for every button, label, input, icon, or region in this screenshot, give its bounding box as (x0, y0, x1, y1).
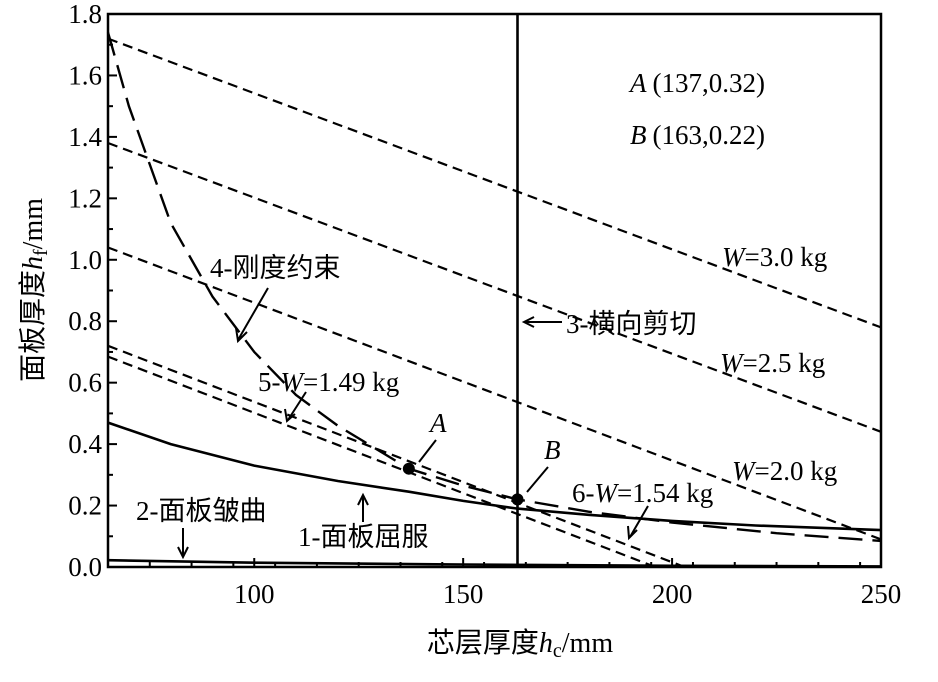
y-axis-title: 面板厚度hf/mm (17, 198, 52, 382)
y-tick-label: 0.0 (68, 552, 102, 582)
plot-frame (106, 12, 883, 569)
y-axis-title-sub: f (30, 249, 52, 256)
arrow-curve-3 (521, 316, 562, 328)
label-w20-val: =2.0 kg (755, 456, 838, 486)
point-legend-b: B (163,0.22) (630, 120, 765, 150)
y-tick-label: 0.6 (68, 368, 102, 398)
label-curve-3: 3-横向剪切 (566, 309, 697, 339)
label-curve-6: 6-W=1.54 kg (572, 478, 713, 508)
y-tick-label: 0.2 (68, 491, 102, 521)
series-line-1 (107, 421, 882, 532)
annotation-arrows (177, 287, 649, 560)
label-curve-5: 5-W=1.49 kg (258, 367, 399, 397)
point-markers (402, 462, 524, 506)
label-curve-6-var: W (595, 478, 620, 508)
point-marker-b (511, 493, 524, 506)
x-axis-title-sub: c (553, 640, 562, 662)
y-tick-label: 1.4 (68, 122, 102, 152)
x-tick-label: 150 (443, 579, 484, 609)
label-curve-5-val: =1.49 kg (303, 367, 399, 397)
label-w30-val: =3.0 kg (745, 242, 828, 272)
y-tick-label: 1.8 (68, 0, 102, 29)
label-w30: W=3.0 kg (722, 242, 827, 272)
label-w20-var: W (732, 456, 757, 486)
label-curve-6-pre: 6- (572, 478, 595, 508)
x-axis-title-main: 芯层厚度 (427, 627, 539, 659)
arrow-curve-1 (357, 492, 369, 522)
label-curve-5-var: W (281, 367, 306, 397)
series-line-4 (106, 32, 882, 543)
label-w30-var: W (722, 242, 747, 272)
point-marker-a (402, 462, 415, 475)
label-w20: W=2.0 kg (732, 456, 837, 486)
series-line-7 (107, 246, 882, 541)
y-tick-label: 1.6 (68, 60, 102, 90)
x-tick-label: 200 (652, 579, 693, 609)
ticks: 100 150 200 250 0.0 0.2 0.4 0.6 0.8 1.0 1.2 1.4 1.6 1… (68, 0, 901, 609)
label-curve-5-pre: 5- (258, 367, 281, 397)
series-line-9 (107, 37, 882, 329)
label-curve-2: 2-面板皱曲 (136, 496, 267, 526)
point-legend-b-coords: (163,0.22) (653, 120, 765, 150)
x-tick-label: 250 (861, 579, 902, 609)
y-tick-label: 1.2 (68, 183, 102, 213)
arrow-curve-4 (235, 287, 269, 344)
plot-lines (106, 14, 882, 569)
y-axis-title-unit: /mm (18, 198, 49, 250)
point-legend-a: A (137,0.32) (628, 68, 765, 98)
series-line-2 (107, 558, 882, 568)
series-line-5 (107, 355, 656, 569)
x-axis-title-unit: /mm (562, 628, 614, 659)
x-tick-label: 100 (234, 579, 275, 609)
point-legend-a-coords: (137,0.32) (653, 68, 765, 98)
label-w25: W=2.5 kg (720, 348, 825, 378)
y-tick-label: 0.4 (68, 429, 102, 459)
x-axis-title-var: h (539, 628, 553, 659)
label-curve-1: 1-面板屈服 (298, 522, 429, 552)
arrow-curve-5 (284, 391, 307, 423)
label-curve-6-val: =1.54 kg (617, 478, 713, 508)
point-legend-a-letter: A (628, 68, 647, 98)
label-point-a: A (428, 408, 447, 438)
label-w25-var: W (720, 348, 745, 378)
arrow-curve-2 (177, 528, 189, 560)
series-line-6 (107, 344, 685, 569)
arrow-curve-6 (627, 505, 649, 541)
leader-point-b (526, 466, 549, 493)
point-legend-b-letter: B (630, 120, 647, 150)
label-w25-val: =2.5 kg (743, 348, 826, 378)
series-line-8 (107, 141, 882, 433)
label-curve-4: 4-刚度约束 (210, 253, 341, 283)
y-axis-title-var: h (18, 256, 49, 270)
y-tick-label: 0.8 (68, 306, 102, 336)
y-tick-label: 1.0 (68, 245, 102, 275)
x-axis-title: 芯层厚度hc/mm (427, 627, 613, 662)
leader-point-a (418, 439, 437, 463)
y-axis-title-main: 面板厚度 (17, 270, 49, 382)
label-point-b: B (544, 435, 561, 465)
